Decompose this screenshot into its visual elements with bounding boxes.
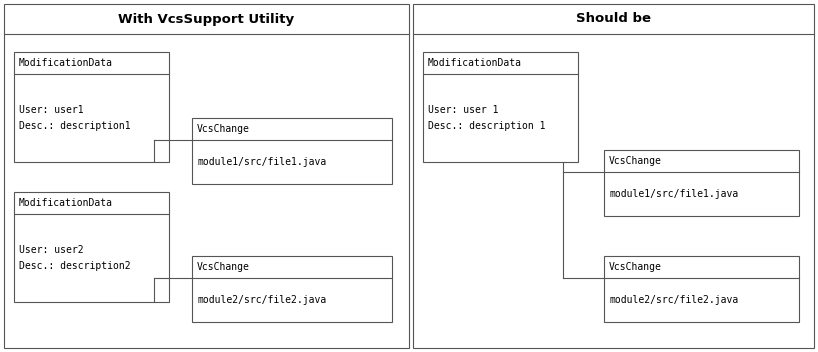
Bar: [423, 52, 578, 162]
Text: User: user1
Desc.: description1: User: user1 Desc.: description1: [19, 105, 131, 131]
Text: Should be: Should be: [576, 13, 651, 25]
Bar: [14, 192, 169, 302]
Text: VcsChange: VcsChange: [197, 262, 249, 272]
Text: module1/src/file1.java: module1/src/file1.java: [197, 157, 326, 167]
Bar: [4, 4, 409, 348]
Bar: [413, 4, 814, 348]
Text: User: user2
Desc.: description2: User: user2 Desc.: description2: [19, 245, 131, 271]
Text: module2/src/file2.java: module2/src/file2.java: [609, 295, 739, 305]
Bar: [604, 150, 799, 216]
Bar: [192, 118, 392, 184]
Bar: [604, 256, 799, 322]
Text: ModificationData: ModificationData: [19, 198, 113, 208]
Bar: [14, 52, 169, 162]
Text: ModificationData: ModificationData: [428, 58, 522, 68]
Text: VcsChange: VcsChange: [197, 124, 249, 134]
Text: module2/src/file2.java: module2/src/file2.java: [197, 295, 326, 305]
Text: VcsChange: VcsChange: [609, 262, 662, 272]
Text: VcsChange: VcsChange: [609, 156, 662, 166]
Text: module1/src/file1.java: module1/src/file1.java: [609, 189, 739, 199]
Text: ModificationData: ModificationData: [19, 58, 113, 68]
Text: With VcsSupport Utility: With VcsSupport Utility: [119, 13, 294, 25]
Text: User: user 1
Desc.: description 1: User: user 1 Desc.: description 1: [428, 105, 546, 131]
Bar: [192, 256, 392, 322]
